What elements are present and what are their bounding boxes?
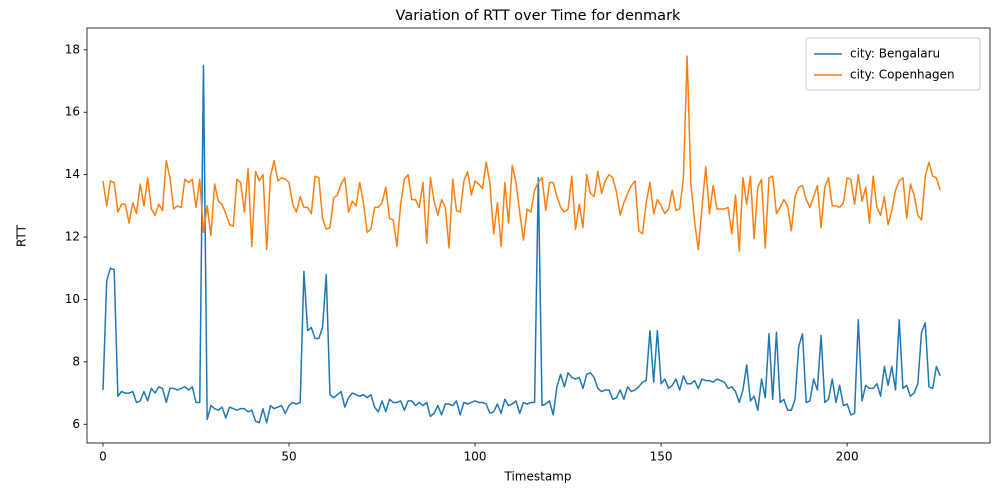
x-tick-label: 100: [464, 450, 487, 464]
x-axis-label: Timestamp: [504, 470, 572, 484]
y-tick-label: 10: [65, 292, 80, 306]
y-tick-label: 8: [72, 354, 80, 368]
y-tick-label: 14: [65, 167, 80, 181]
legend-label: city: Copenhagen: [850, 68, 955, 82]
line-series: [102, 64, 941, 424]
x-tick-label: 0: [99, 450, 107, 464]
y-tick-label: 12: [65, 230, 80, 244]
x-tick-label: 50: [281, 450, 296, 464]
y-tick-label: 16: [65, 105, 80, 119]
chart-title: Variation of RTT over Time for denmark: [396, 8, 681, 24]
y-tick-label: 6: [72, 417, 80, 431]
legend-box: [805, 37, 981, 91]
legend-label: city: Bengalaru: [850, 47, 940, 61]
x-tick-label: 150: [650, 450, 673, 464]
plot-frame: [86, 27, 991, 444]
y-tick-label: 18: [65, 42, 80, 56]
x-tick-label: 200: [836, 450, 859, 464]
y-axis-label: RTT: [15, 224, 29, 247]
line-series: [102, 55, 941, 252]
